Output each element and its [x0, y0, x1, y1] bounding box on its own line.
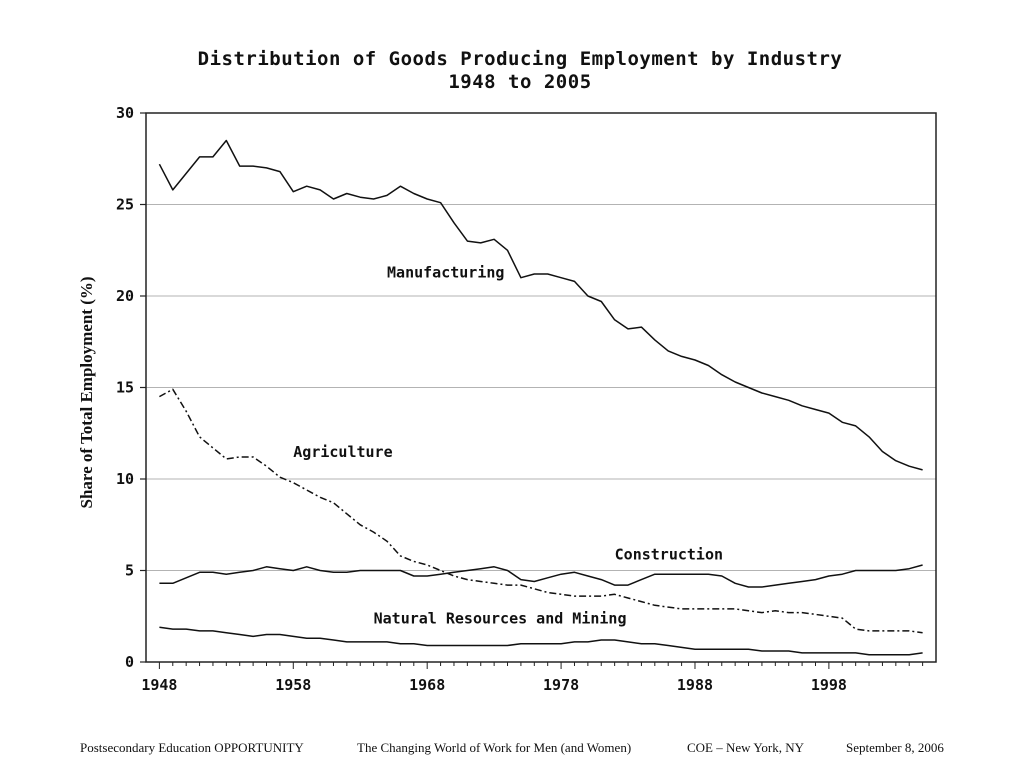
footer-location: COE – New York, NY [687, 740, 805, 755]
y-tick-label: 25 [116, 196, 134, 214]
x-tick-label: 1998 [811, 676, 847, 694]
x-tick-label: 1958 [275, 676, 311, 694]
series-label-manufacturing: Manufacturing [387, 264, 504, 282]
chart-title: Distribution of Goods Producing Employme… [197, 48, 843, 70]
series-labels: Manufacturing Agriculture Construction Natu… [293, 264, 723, 628]
series-line-manufacturing [158, 139, 923, 471]
series-lines [158, 139, 923, 656]
footer-presentation-title: The Changing World of Work for Men (and … [357, 740, 632, 755]
series-label-agriculture: Agriculture [293, 443, 392, 461]
x-tick-label: 1978 [543, 676, 579, 694]
series-line-construction [159, 564, 923, 588]
x-tick-label: 1988 [677, 676, 713, 694]
y-tick-label: 5 [125, 562, 134, 580]
footer-publication: Postsecondary Education OPPORTUNITY [80, 740, 304, 755]
y-tick-label: 15 [116, 379, 134, 397]
y-tick-label: 0 [125, 653, 134, 671]
series-line-natural-resources-and-mining [159, 626, 923, 656]
footer-date: September 8, 2006 [846, 740, 944, 755]
grid-lines [146, 204, 936, 571]
chart-subtitle: 1948 to 2005 [448, 71, 592, 93]
series-label-natural-resources-and-mining: Natural Resources and Mining [374, 610, 627, 628]
y-axis: 0 5 10 15 20 25 30 [116, 104, 146, 671]
y-axis-label: Share of Total Employment (%) [77, 276, 96, 508]
x-tick-label: 1968 [409, 676, 445, 694]
y-tick-label: 10 [116, 470, 134, 488]
x-tick-label: 1948 [141, 676, 177, 694]
series-line-agriculture [159, 388, 923, 634]
series-label-construction: Construction [615, 546, 723, 564]
x-axis: 1948 1958 1968 1978 1988 1998 [141, 662, 924, 694]
y-tick-label: 30 [116, 104, 134, 122]
line-chart: 1948 1958 1968 1978 1988 1998 0 5 10 15 20 25 30 Ma… [77, 104, 937, 694]
y-tick-label: 20 [116, 287, 134, 305]
